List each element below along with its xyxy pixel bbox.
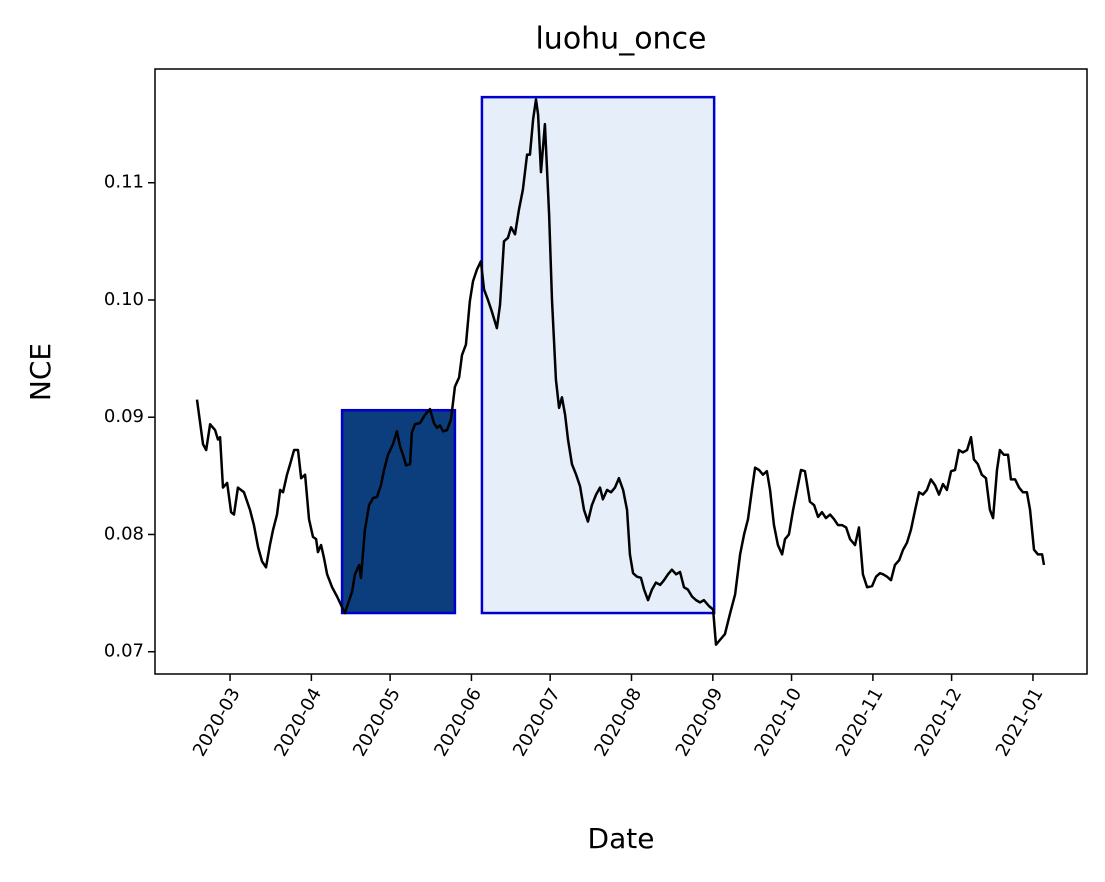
y-tick-label: 0.08 [104,523,144,544]
x-tick-label: 2020-03 [189,685,245,761]
x-tick-label: 2020-07 [509,685,565,761]
x-tick-label: 2020-08 [590,685,646,761]
x-tick-label: 2021-01 [992,685,1048,761]
x-tick-label: 2020-10 [750,685,806,761]
data-line [195,98,1046,646]
y-tick-label: 0.10 [104,289,144,310]
y-tick-label: 0.11 [104,172,144,193]
y-tick-label: 0.09 [104,406,144,427]
x-axis-label: Date [588,822,655,855]
x-tick-label: 2020-06 [430,685,486,761]
x-tick-label: 2020-11 [832,685,888,761]
highlight-region [480,95,716,615]
y-axis-label: NCE [24,343,57,401]
x-tick-label: 2020-04 [270,685,326,761]
x-tick-label: 2020-05 [349,685,405,761]
y-tick-label: 0.07 [104,641,144,662]
x-tick-label: 2020-12 [910,685,966,761]
highlight-region [340,408,457,615]
plot-frame [154,68,1088,675]
x-tick-label: 2020-09 [672,685,728,761]
chart-title: luohu_once [535,22,706,57]
